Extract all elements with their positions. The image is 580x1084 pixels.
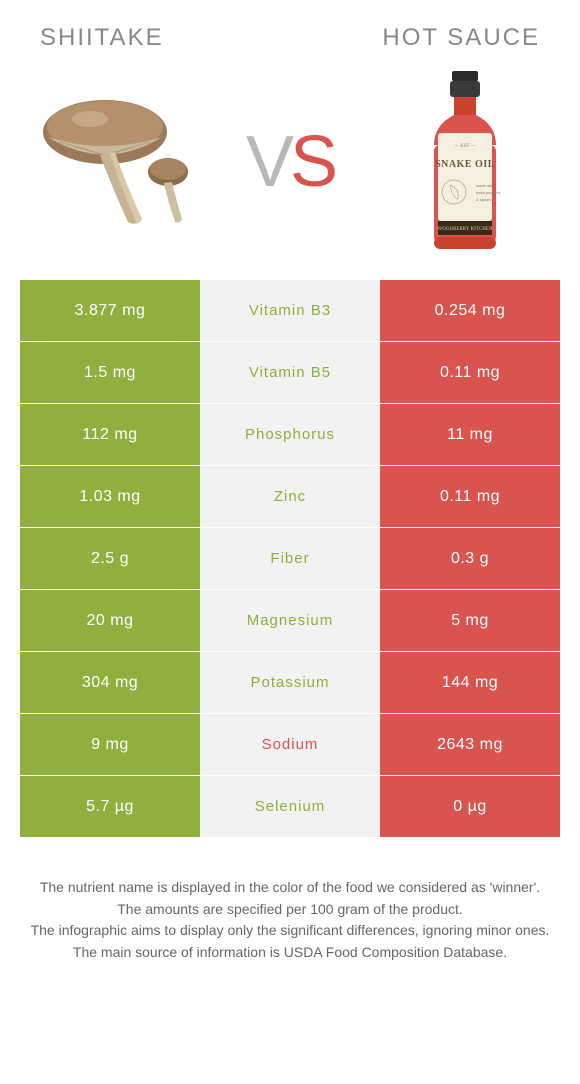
footer-line-1: The nutrient name is displayed in the co… <box>24 878 556 898</box>
bottle-label-text: SNAKE OIL <box>435 159 495 170</box>
bottle-icon: — EST — SNAKE OIL made with fresh pepper… <box>410 67 520 257</box>
table-row: 304 mgPotassium144 mg <box>20 652 560 714</box>
mushroom-icon <box>30 77 200 247</box>
right-value: 11 mg <box>380 404 560 465</box>
nutrient-name: Sodium <box>200 714 380 775</box>
table-row: 112 mgPhosphorus11 mg <box>20 404 560 466</box>
table-row: 9 mgSodium2643 mg <box>20 714 560 776</box>
left-value: 304 mg <box>20 652 200 713</box>
nutrient-name: Magnesium <box>200 590 380 651</box>
nutrient-name: Potassium <box>200 652 380 713</box>
hot-sauce-image: — EST — SNAKE OIL made with fresh pepper… <box>380 77 550 247</box>
nutrient-name: Vitamin B3 <box>200 280 380 341</box>
right-value: 2643 mg <box>380 714 560 775</box>
header: Shiitake Hot sauce <box>0 0 580 60</box>
left-value: 112 mg <box>20 404 200 465</box>
left-food-title: Shiitake <box>40 24 164 52</box>
nutrient-name: Selenium <box>200 776 380 837</box>
table-row: 1.5 mgVitamin B50.11 mg <box>20 342 560 404</box>
left-value: 3.877 mg <box>20 280 200 341</box>
right-food-title: Hot sauce <box>382 24 540 52</box>
vs-label: VS <box>246 121 334 203</box>
svg-text:made with: made with <box>476 183 494 188</box>
svg-text:WOODBERRY KITCHEN: WOODBERRY KITCHEN <box>438 227 493 232</box>
left-value: 20 mg <box>20 590 200 651</box>
footer-notes: The nutrient name is displayed in the co… <box>0 838 580 962</box>
left-value: 2.5 g <box>20 528 200 589</box>
table-row: 3.877 mgVitamin B30.254 mg <box>20 280 560 342</box>
nutrient-name: Phosphorus <box>200 404 380 465</box>
footer-line-3: The infographic aims to display only the… <box>24 921 556 941</box>
images-row: VS — EST — SNAKE OIL made with fresh pep… <box>0 60 580 280</box>
table-row: 1.03 mgZinc0.11 mg <box>20 466 560 528</box>
left-value: 1.03 mg <box>20 466 200 527</box>
left-value: 9 mg <box>20 714 200 775</box>
right-value: 5 mg <box>380 590 560 651</box>
table-row: 2.5 gFiber0.3 g <box>20 528 560 590</box>
right-value: 144 mg <box>380 652 560 713</box>
right-value: 0.254 mg <box>380 280 560 341</box>
nutrient-table: 3.877 mgVitamin B30.254 mg1.5 mgVitamin … <box>20 280 560 838</box>
table-row: 5.7 µgSelenium0 µg <box>20 776 560 838</box>
nutrient-name: Fiber <box>200 528 380 589</box>
svg-text:& spices: & spices <box>476 197 491 202</box>
nutrient-name: Vitamin B5 <box>200 342 380 403</box>
right-value: 0.11 mg <box>380 342 560 403</box>
vs-v: V <box>246 122 290 202</box>
right-value: 0.11 mg <box>380 466 560 527</box>
left-value: 1.5 mg <box>20 342 200 403</box>
table-row: 20 mgMagnesium5 mg <box>20 590 560 652</box>
nutrient-name: Zinc <box>200 466 380 527</box>
right-value: 0.3 g <box>380 528 560 589</box>
right-value: 0 µg <box>380 776 560 837</box>
svg-text:— EST —: — EST — <box>453 144 476 149</box>
left-value: 5.7 µg <box>20 776 200 837</box>
shiitake-image <box>30 77 200 247</box>
svg-text:fresh peppers: fresh peppers <box>476 190 500 195</box>
vs-s: S <box>290 122 334 202</box>
footer-line-4: The main source of information is USDA F… <box>24 943 556 963</box>
footer-line-2: The amounts are specified per 100 gram o… <box>24 900 556 920</box>
